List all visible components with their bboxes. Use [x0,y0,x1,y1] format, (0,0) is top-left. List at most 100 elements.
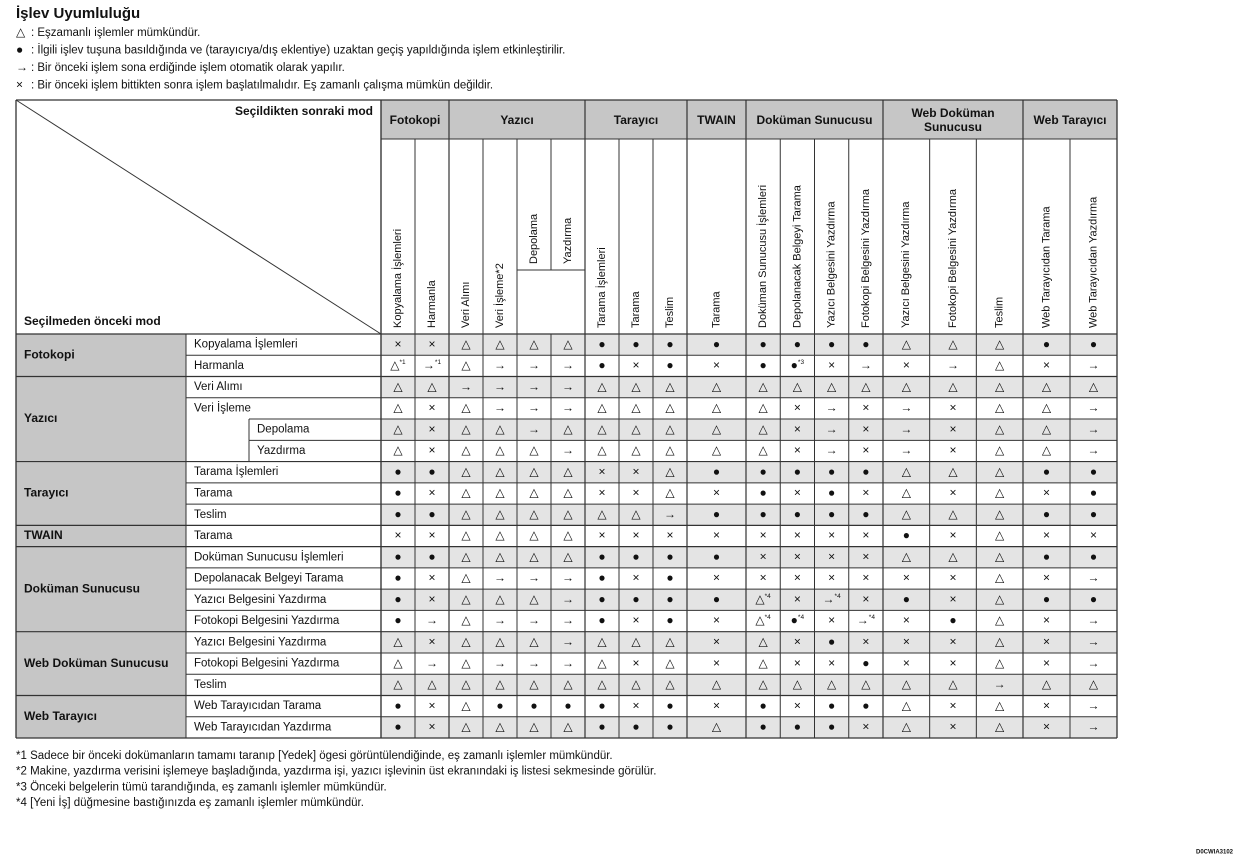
cell-symbol: → [562,634,574,648]
cell-symbol: ● [1090,464,1097,478]
cell-symbol: ● [428,507,435,521]
cell-symbol: △ [563,464,573,478]
column-header: Tarama İşlemleri [595,247,608,328]
cell-symbol: → [562,379,574,393]
cell-symbol: ● [598,337,605,351]
cell-symbol: → [1088,656,1100,670]
cell-symbol: △ [631,379,641,393]
cell-symbol: ● [598,358,605,372]
cell-symbol: × [713,528,720,542]
cell-symbol: △ [529,464,539,478]
cell-symbol: △*4 [755,613,771,627]
row-label: Teslim [194,509,227,521]
cell-symbol: △ [995,549,1005,563]
cell-symbol: △ [495,720,505,734]
cell-symbol: △ [665,486,675,500]
column-header: Fotokopi Belgesini Yazdırma [947,188,959,328]
cell-symbol: →*4 [823,592,842,606]
cell-symbol: × [828,358,835,372]
row-label: Depolama [257,424,310,436]
column-header: Harmanla [426,279,438,328]
cell-symbol: ● [760,464,767,478]
cell-symbol: × [760,528,767,542]
cell-symbol: → [562,592,574,606]
cell-symbol: △*4 [755,592,771,606]
cell-symbol: ● [828,634,835,648]
cell-symbol: × [794,634,801,648]
column-group-label: Fotokopi [389,112,441,127]
cell-symbol: × [862,422,869,436]
cell-symbol-mark: △ [755,613,765,627]
cell-symbol: △ [995,486,1005,500]
cell-note: *1 [435,359,442,366]
cell-symbol: △ [995,634,1005,648]
cell-symbol: △ [631,677,641,691]
row-group-bg [16,525,186,547]
cell-symbol: △ [461,443,471,457]
cell-symbol: △ [495,507,505,521]
cell-symbol: → [1088,443,1100,457]
cell-symbol-mark: △ [755,592,765,606]
cell-symbol: ● [713,337,720,351]
cell-symbol: × [862,443,869,457]
cell-symbol: △ [827,379,837,393]
cell-symbol: ● [760,358,767,372]
cell-symbol: ● [394,571,401,585]
cell-symbol: △ [563,549,573,563]
row-label: Kopyalama İşlemleri [194,338,298,351]
cell-symbol: ● [862,698,869,712]
column-header: Veri Alımı [460,282,472,328]
row-group-label: TWAIN [24,528,63,542]
column-group-bg [449,100,585,139]
cell-symbol: △ [1089,677,1099,691]
cell-symbol: → [562,656,574,670]
column-group-label: Web Tarayıcı [1033,112,1107,127]
cell-symbol: × [862,634,869,648]
cell-symbol: × [949,571,956,585]
cell-symbol: × [794,422,801,436]
cell-symbol: ● [713,507,720,521]
cell-symbol: × [794,443,801,457]
cell-symbol: △ [461,677,471,691]
cell-symbol: △ [563,720,573,734]
cell-symbol: × [903,634,910,648]
column-header: Teslim [994,297,1006,328]
row-shade [381,376,1117,398]
cell-symbol: × [949,422,956,436]
cell-symbol: → [900,443,912,457]
column-group-bg [1023,100,1117,139]
cell-symbol: △ [948,464,958,478]
cell-symbol: × [428,422,435,436]
cell-symbol-mark: ● [791,613,798,627]
cell-symbol: △ [461,698,471,712]
cell-symbol: ● [862,464,869,478]
cell-symbol: × [862,528,869,542]
cell-symbol: △ [529,486,539,500]
cell-symbol: ● [1043,337,1050,351]
cell-symbol: × [632,486,639,500]
cell-symbol: × [713,698,720,712]
cell-symbol: × [713,656,720,670]
cell-symbol: △ [712,401,722,415]
cell-symbol: ● [632,549,639,563]
cell-symbol: × [949,656,956,670]
cell-symbol: → [528,571,540,585]
column-group-bg [687,100,746,139]
cell-symbol: △ [461,464,471,478]
cell-symbol: △ [393,634,403,648]
cell-symbol: × [1043,486,1050,500]
footnote: *3 Önceki belgelerin tümü tarandığında, … [16,781,387,793]
cell-symbol-mark: → [857,613,869,627]
cell-symbol: ● [713,464,720,478]
cell-symbol: → [1088,634,1100,648]
column-group-label: Doküman Sunucusu [756,112,873,127]
cell-symbol: × [794,401,801,415]
cell-symbol: △ [759,656,769,670]
cell-symbol: ● [1043,464,1050,478]
cell-symbol: ● [598,698,605,712]
cell-symbol: ● [394,464,401,478]
cell-note: *1 [400,359,407,366]
row-label: Harmanla [194,360,244,372]
cell-symbol: ● [394,698,401,712]
cell-symbol: △ [995,464,1005,478]
